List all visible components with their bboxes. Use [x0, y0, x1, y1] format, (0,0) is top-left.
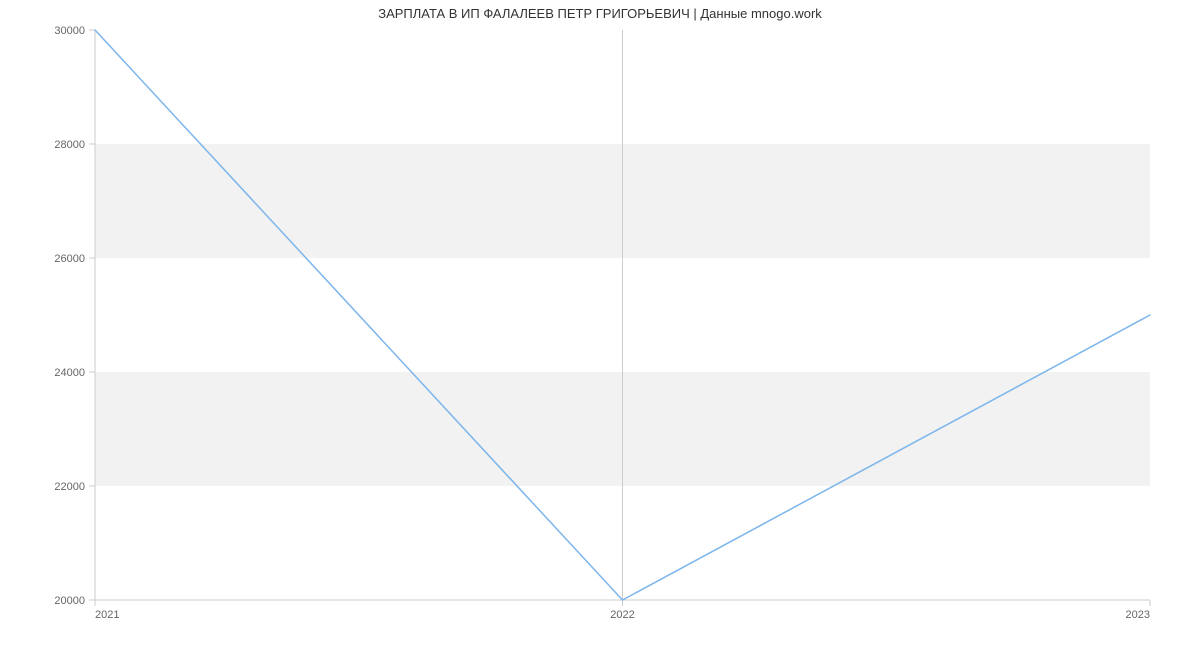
- chart-title: ЗАРПЛАТА В ИП ФАЛАЛЕЕВ ПЕТР ГРИГОРЬЕВИЧ …: [0, 6, 1200, 21]
- svg-text:26000: 26000: [54, 253, 85, 265]
- salary-line-chart: ЗАРПЛАТА В ИП ФАЛАЛЕЕВ ПЕТР ГРИГОРЬЕВИЧ …: [0, 0, 1200, 650]
- svg-text:2023: 2023: [1126, 609, 1150, 621]
- chart-svg: 20000 22000 24000 26000 28000 30000 2021 2022 20…: [0, 0, 1200, 650]
- svg-text:22000: 22000: [54, 481, 85, 493]
- svg-text:24000: 24000: [54, 367, 85, 379]
- svg-text:20000: 20000: [54, 595, 85, 607]
- svg-text:2022: 2022: [610, 609, 634, 621]
- svg-text:28000: 28000: [54, 139, 85, 151]
- svg-text:30000: 30000: [54, 25, 85, 37]
- svg-text:2021: 2021: [95, 609, 119, 621]
